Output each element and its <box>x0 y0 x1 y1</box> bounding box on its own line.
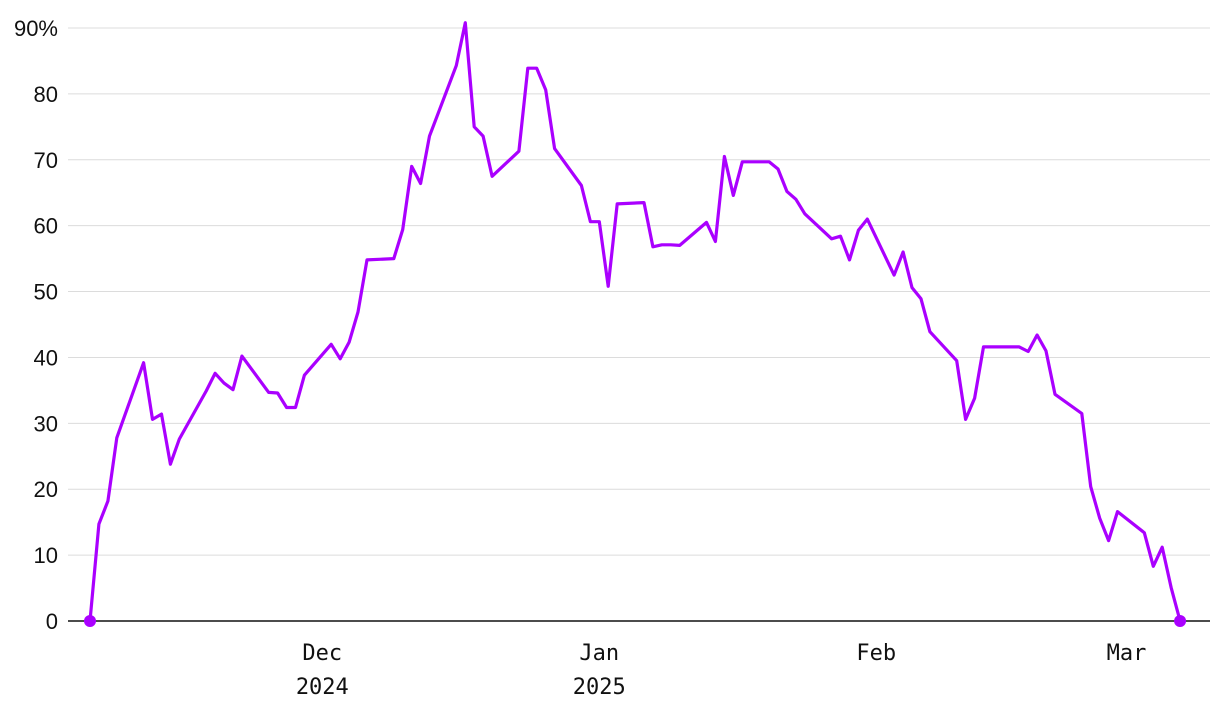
y-tick-label-0: 0 <box>46 609 58 634</box>
y-tick-label-80: 80 <box>34 82 58 107</box>
y-tick-label-10: 10 <box>34 543 58 568</box>
series-line-0 <box>88 21 1182 623</box>
y-tick-label-40: 40 <box>34 345 58 370</box>
x-tick-year-2024: 2024 <box>296 675 349 700</box>
x-tick-year-2025: 2025 <box>573 675 626 700</box>
y-tick-label-70: 70 <box>34 148 58 173</box>
endpoint-markers <box>84 615 1187 627</box>
gridlines <box>68 27 1210 556</box>
endpoint-marker-start <box>84 615 96 627</box>
endpoint-marker-end <box>1174 615 1187 627</box>
y-axis-ticks: 0 10 20 30 40 50 60 70 80 90% <box>14 16 58 634</box>
y-tick-label-20: 20 <box>34 477 58 502</box>
series-group <box>88 21 1182 623</box>
y-tick-label-30: 30 <box>34 411 58 436</box>
x-tick-label-jan: Jan <box>579 641 619 666</box>
x-tick-label-dec: Dec <box>302 641 342 666</box>
x-tick-label-mar: Mar <box>1107 641 1147 666</box>
x-axis-ticks: Dec 2024 Jan 2025 Feb Mar <box>296 641 1147 700</box>
y-tick-label-60: 60 <box>34 214 58 239</box>
y-tick-label-50: 50 <box>34 280 58 305</box>
y-tick-label-90: 90% <box>14 16 58 41</box>
x-tick-label-feb: Feb <box>856 641 896 666</box>
